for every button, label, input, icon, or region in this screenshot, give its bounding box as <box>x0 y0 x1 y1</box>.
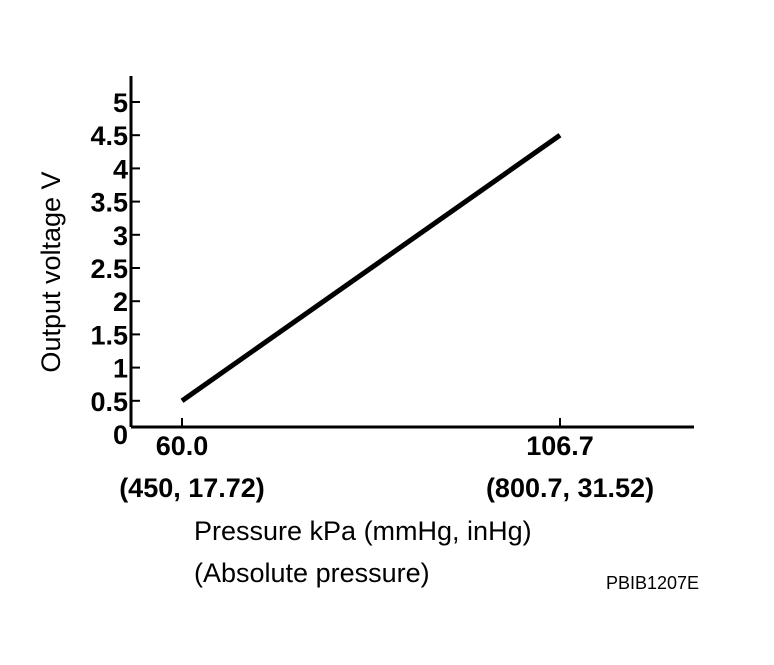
x-ticks: 60.0 (450, 17.72) 106.7 (800.7, 31.52) <box>119 418 654 503</box>
x-tick-label: 106.7 <box>526 431 594 461</box>
y-tick-label: 0.5 <box>90 387 128 417</box>
x-tick-sublabel: (800.7, 31.52) <box>486 473 654 503</box>
y-tick-label: 0 <box>113 420 128 450</box>
y-tick-label: 4.5 <box>90 121 128 151</box>
figure-code: PBIB1207E <box>606 573 699 593</box>
y-axis-title: Output voltage V <box>36 171 66 372</box>
y-tick-label: 2 <box>113 287 128 317</box>
y-tick-label: 1.5 <box>90 320 128 350</box>
y-tick-label: 1 <box>113 354 128 384</box>
y-tick-label: 3 <box>113 221 128 251</box>
series-layer <box>180 133 562 403</box>
x-tick-label: 60.0 <box>156 431 209 461</box>
y-tick-label: 3.5 <box>90 188 128 218</box>
y-tick-label: 2.5 <box>90 254 128 284</box>
y-tick-label: 5 <box>113 88 128 118</box>
x-axis-title: Pressure kPa (mmHg, inHg) <box>194 516 532 546</box>
x-axis-subtitle: (Absolute pressure) <box>194 558 430 588</box>
y-tick-label: 4 <box>113 154 128 184</box>
x-tick-sublabel: (450, 17.72) <box>119 473 265 503</box>
y-ticks: 00.51 1.522.533.5 44.55 <box>90 88 140 450</box>
series-line <box>180 133 562 403</box>
